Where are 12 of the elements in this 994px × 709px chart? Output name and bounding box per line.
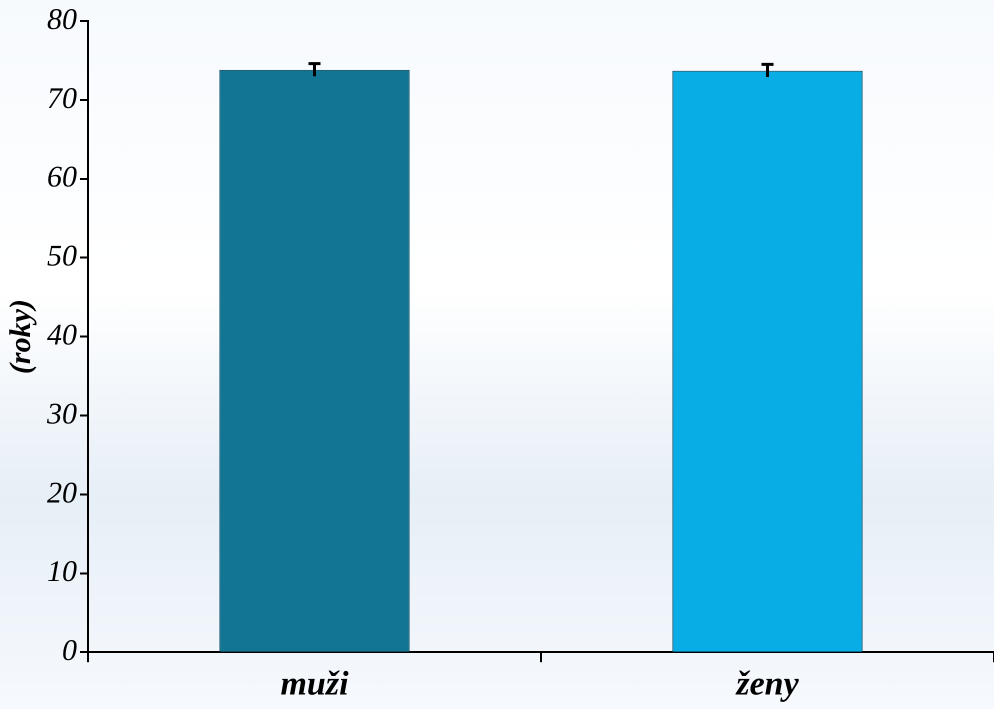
y-tick-label: 70: [47, 82, 77, 115]
y-tick-label: 10: [47, 555, 77, 588]
y-tick-label: 20: [47, 476, 77, 510]
y-tick-label: 0: [62, 634, 77, 668]
y-tick-label: 60: [47, 160, 77, 194]
x-tick-label: ženy: [735, 665, 800, 702]
y-tick-label: 50: [47, 240, 77, 273]
y-tick-label: 30: [46, 397, 77, 430]
y-tick-label: 80: [47, 2, 77, 36]
x-tick-label: muži: [280, 665, 350, 702]
y-tick-label: 40: [47, 318, 77, 352]
y-axis-title: (roky): [4, 299, 37, 374]
